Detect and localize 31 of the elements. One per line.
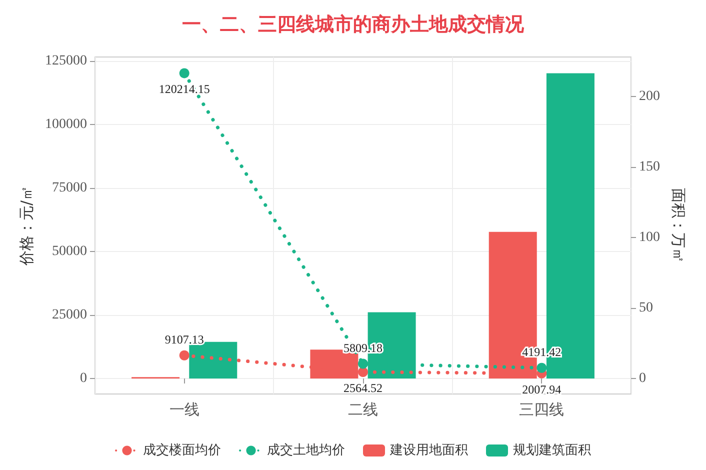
legend-label: 建设用地面积	[389, 443, 468, 458]
y-tick-label: 125000	[45, 54, 87, 69]
point	[536, 362, 547, 373]
y-tick-label: 0	[80, 371, 87, 386]
point	[179, 68, 190, 78]
y2-tick-label: 100	[639, 230, 660, 245]
y2-tick-label: 50	[639, 300, 653, 316]
point	[179, 350, 190, 360]
point	[358, 358, 368, 369]
y-axis-title: 价格：元/㎡	[18, 185, 36, 267]
data-label: 120214.15	[158, 82, 210, 96]
y-tick-label: 50000	[52, 244, 87, 260]
data-label: 2007.94	[522, 382, 562, 396]
x-tick-label: 二线	[348, 400, 378, 418]
y-tick-label: 100000	[45, 117, 87, 132]
y-tick-label: 75000	[52, 180, 87, 196]
y2-tick-label: 150	[639, 159, 660, 174]
data-label: 4191.42	[522, 344, 562, 359]
y-tick-label: 25000	[52, 308, 87, 323]
y2-tick-label: 0	[639, 370, 646, 386]
y2-axis-title: 面积：万㎡	[669, 188, 688, 263]
x-tick-label: 三四线	[519, 400, 564, 418]
y2-tick-label: 200	[639, 88, 660, 104]
legend-label: 规划建筑面积	[513, 443, 591, 458]
data-label: 9107.13	[164, 332, 204, 346]
legend-label: 成交土地均价	[267, 442, 345, 458]
point	[358, 367, 368, 377]
data-label: 2564.52	[344, 380, 382, 395]
legend-label: 成交楼面均价	[143, 442, 221, 458]
chart-title: 一、二、三四线城市的商办土地成交情况	[182, 14, 525, 36]
x-tick-label: 一线	[169, 400, 200, 418]
